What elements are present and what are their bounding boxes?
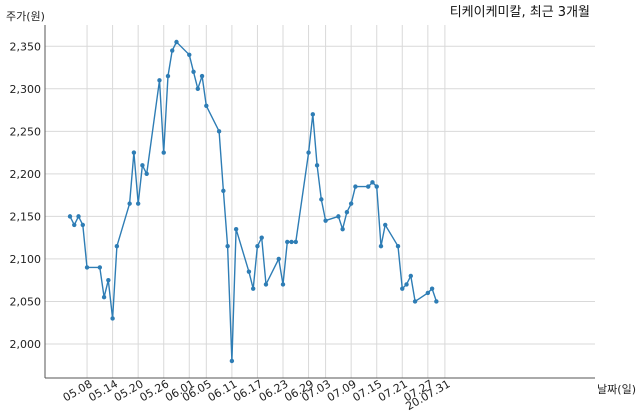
price-point (404, 282, 409, 287)
price-point (67, 214, 73, 219)
price-point (255, 243, 260, 249)
price-point (144, 171, 149, 177)
price-point (289, 239, 294, 245)
price-point (187, 52, 192, 57)
price-point (425, 290, 431, 296)
price-point (280, 282, 286, 287)
price-point (174, 39, 179, 45)
price-point (170, 48, 175, 53)
price-point (216, 129, 222, 134)
price-point (204, 103, 209, 109)
price-point (383, 222, 388, 228)
price-point (434, 299, 439, 304)
price-point (195, 86, 200, 91)
price-point (353, 184, 358, 189)
price-point (336, 214, 341, 219)
series-layer (67, 39, 439, 364)
price-point (293, 239, 298, 245)
price-point (225, 243, 230, 249)
price-point (140, 163, 145, 168)
price-point (191, 69, 196, 74)
price-point (165, 73, 171, 79)
price-point (276, 256, 281, 262)
price-point (250, 286, 256, 291)
price-point (400, 286, 405, 291)
price-point (72, 222, 77, 228)
price-point (310, 112, 316, 117)
price-point (319, 197, 324, 202)
price-point (314, 163, 320, 168)
price-point (429, 286, 435, 291)
price-point (97, 265, 103, 270)
price-point (306, 150, 311, 155)
price-point (348, 201, 354, 206)
y-tick-label: 2,200 (10, 168, 42, 181)
price-point (135, 201, 141, 206)
price-point (285, 239, 290, 245)
price-point (378, 243, 384, 249)
price-point (84, 265, 90, 270)
price-point (246, 269, 252, 274)
y-tick-label: 2,150 (10, 210, 42, 223)
price-point (263, 282, 269, 287)
price-point (229, 358, 235, 364)
price-point (395, 243, 401, 249)
price-point (259, 235, 264, 240)
price-point (161, 150, 166, 155)
price-point (344, 209, 350, 215)
price-point (221, 188, 226, 194)
price-point (110, 316, 115, 321)
price-point (114, 243, 120, 249)
x-axis-label: 날짜(일) (597, 382, 636, 396)
price-point (131, 150, 137, 155)
axis-layer: 2,000 2,050 2,100 2,150 2,200 2,250 2,300 2,350… (10, 25, 595, 413)
price-point (366, 184, 371, 189)
y-tick-label: 2,000 (10, 338, 42, 351)
price-point (101, 294, 107, 300)
price-point (370, 180, 375, 185)
price-series-line (69, 40, 438, 362)
price-point (106, 277, 111, 283)
price-point (412, 299, 418, 304)
y-tick-label: 2,050 (10, 295, 42, 308)
y-tick-label: 2,250 (10, 125, 42, 138)
price-point (80, 222, 85, 228)
price-point (199, 73, 205, 79)
price-point (233, 226, 239, 232)
price-point (408, 273, 413, 279)
price-point (157, 78, 162, 83)
y-tick-label: 2,100 (10, 253, 42, 266)
y-axis-label: 주가(원) (6, 10, 45, 23)
y-tick-label: 2,300 (10, 83, 42, 96)
price-point (127, 201, 132, 206)
price-point (76, 214, 81, 219)
grid-layer (45, 25, 595, 378)
y-tick-label: 2,350 (10, 40, 42, 53)
price-point (374, 184, 379, 189)
price-point (340, 226, 345, 232)
chart-title: 티케이케미칼, 최근 3개월 (450, 5, 590, 20)
price-point (323, 218, 328, 223)
